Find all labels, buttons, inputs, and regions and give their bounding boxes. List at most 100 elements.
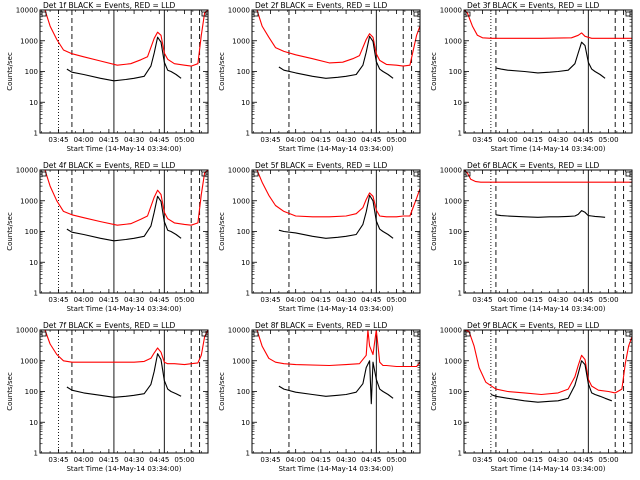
- y-axis-label: Counts/sec: [6, 372, 14, 411]
- y-axis-label: Counts/sec: [218, 212, 226, 251]
- y-tick-label: 1: [246, 450, 250, 458]
- x-tick-label: 05:00: [598, 456, 618, 464]
- y-tick-label: 10000: [228, 7, 250, 15]
- events-series-line: [66, 353, 182, 398]
- x-tick-label: 04:00: [498, 296, 518, 304]
- x-tick-label: 05:00: [386, 136, 406, 144]
- panel-1: Det 1f BLACK = Events, RED = LLD 1 10 100 10…: [6, 1, 209, 153]
- x-tick-label: 04:45: [573, 456, 593, 464]
- panel-title: Det 7f BLACK = Events, RED = LLD: [43, 321, 176, 330]
- x-tick-label: 04:15: [99, 456, 119, 464]
- x-tick-label: 05:00: [386, 296, 406, 304]
- plot-frame: [463, 169, 633, 294]
- x-tick-label: 04:00: [286, 136, 306, 144]
- panel-title: Det 4f BLACK = Events, RED = LLD: [43, 161, 176, 170]
- corner-box-marker: [201, 331, 207, 337]
- x-axis-label: Start Time (14-May-14 03:34:00): [490, 465, 605, 473]
- events-series-line: [278, 35, 394, 79]
- y-tick-label: 1000: [20, 357, 38, 365]
- y-tick-label: 10: [453, 99, 462, 107]
- y-tick-label: 10: [453, 419, 462, 427]
- corner-box-marker: [625, 331, 631, 337]
- y-tick-label: 100: [237, 228, 250, 236]
- y-tick-label: 1000: [20, 197, 38, 205]
- events-series-line: [495, 210, 606, 218]
- y-tick-label: 10: [453, 259, 462, 267]
- y-axis-label: Counts/sec: [6, 52, 14, 91]
- x-tick-label: 05:00: [598, 136, 618, 144]
- y-axis-label: Counts/sec: [430, 372, 438, 411]
- plot-frame: [251, 329, 421, 454]
- x-axis-label: Start Time (14-May-14 03:34:00): [66, 305, 181, 313]
- plot-frame: [39, 329, 209, 454]
- x-tick-label: 05:00: [174, 456, 194, 464]
- y-tick-label: 1: [458, 290, 462, 298]
- y-tick-label: 100: [449, 388, 462, 396]
- x-tick-label: 04:45: [573, 296, 593, 304]
- x-tick-label: 04:45: [149, 296, 169, 304]
- plot-frame: [251, 9, 421, 134]
- x-tick-label: 03:45: [48, 296, 68, 304]
- x-tick-label: 05:00: [174, 296, 194, 304]
- x-tick-label: 04:00: [498, 136, 518, 144]
- x-axis-label: Start Time (14-May-14 03:34:00): [490, 145, 605, 153]
- y-tick-label: 1: [458, 450, 462, 458]
- panel-title: Det 1f BLACK = Events, RED = LLD: [43, 1, 176, 10]
- x-tick-label: 04:45: [361, 456, 381, 464]
- corner-box-marker: [465, 11, 471, 17]
- events-series-line: [495, 41, 606, 79]
- y-tick-label: 100: [237, 388, 250, 396]
- x-axis-label: Start Time (14-May-14 03:34:00): [66, 465, 181, 473]
- panel-6: Det 6f BLACK = Events, RED = LLD 1 10 100 10…: [430, 161, 633, 313]
- lld-series-line: [463, 169, 632, 183]
- x-tick-label: 04:00: [498, 456, 518, 464]
- corner-box-marker: [625, 171, 631, 177]
- corner-box-marker: [465, 331, 471, 337]
- panel-title: Det 6f BLACK = Events, RED = LLD: [467, 161, 600, 170]
- x-tick-label: 04:15: [99, 136, 119, 144]
- y-axis-label: Counts/sec: [430, 212, 438, 251]
- x-tick-label: 04:00: [74, 136, 94, 144]
- x-tick-label: 03:45: [260, 296, 280, 304]
- x-tick-label: 04:45: [361, 296, 381, 304]
- events-series-line: [278, 194, 394, 239]
- x-tick-label: 04:00: [74, 456, 94, 464]
- y-tick-label: 100: [25, 388, 38, 396]
- panel-2: Det 2f BLACK = Events, RED = LLD 1 10 100 10…: [218, 1, 421, 153]
- y-tick-label: 1000: [20, 37, 38, 45]
- events-series-line: [490, 360, 612, 403]
- x-tick-label: 04:30: [124, 296, 144, 304]
- events-series-line: [66, 36, 182, 82]
- y-tick-label: 1: [246, 130, 250, 138]
- x-axis-label: Start Time (14-May-14 03:34:00): [490, 305, 605, 313]
- y-tick-label: 100: [237, 68, 250, 76]
- y-tick-label: 1: [34, 290, 38, 298]
- panel-9: Det 9f BLACK = Events, RED = LLD 1 10 100 10…: [430, 321, 633, 473]
- lld-series-line: [252, 329, 421, 368]
- panel-title: Det 8f BLACK = Events, RED = LLD: [255, 321, 388, 330]
- lld-series-line: [252, 169, 421, 218]
- y-tick-label: 1000: [444, 197, 462, 205]
- corner-box-marker: [413, 11, 419, 17]
- x-tick-label: 04:15: [99, 296, 119, 304]
- y-tick-label: 10000: [228, 327, 250, 335]
- lld-series-line: [463, 9, 632, 39]
- y-tick-label: 10000: [440, 327, 462, 335]
- lld-series-line: [40, 329, 209, 366]
- panel-4: Det 4f BLACK = Events, RED = LLD 1 10 100 10…: [6, 161, 209, 313]
- x-tick-label: 04:15: [523, 136, 543, 144]
- x-tick-label: 04:30: [336, 456, 356, 464]
- x-tick-label: 04:15: [523, 456, 543, 464]
- y-tick-label: 1000: [232, 357, 250, 365]
- x-tick-label: 04:15: [311, 456, 331, 464]
- y-tick-label: 1000: [232, 197, 250, 205]
- corner-box-marker: [253, 171, 259, 177]
- events-series-line: [278, 360, 394, 405]
- x-tick-label: 03:45: [472, 456, 492, 464]
- x-tick-label: 03:45: [260, 136, 280, 144]
- x-tick-label: 05:00: [386, 456, 406, 464]
- y-tick-label: 10: [29, 419, 38, 427]
- corner-box-marker: [465, 171, 471, 177]
- x-tick-label: 03:45: [48, 456, 68, 464]
- y-axis-label: Counts/sec: [430, 52, 438, 91]
